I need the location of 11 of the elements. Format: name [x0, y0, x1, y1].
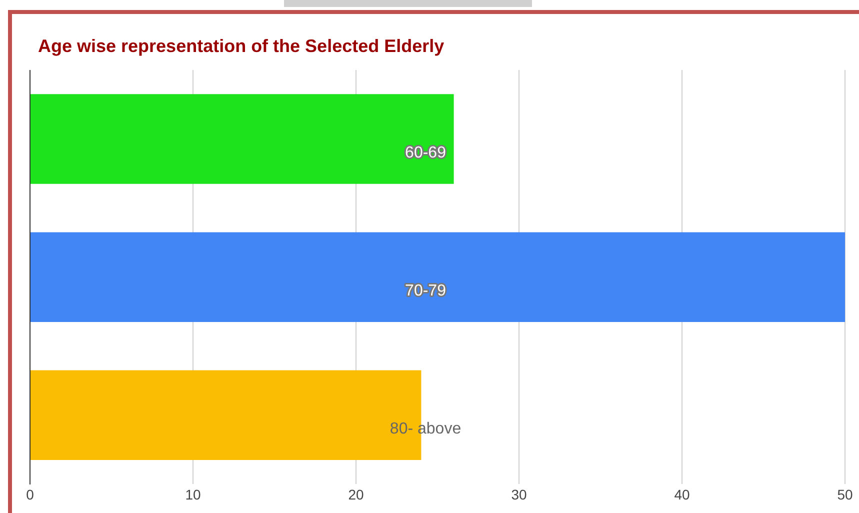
x-tick-label: 0 — [26, 486, 34, 502]
y-tick-label: 70-79 — [405, 282, 446, 300]
x-tick-label: 50 — [837, 486, 853, 502]
x-tick-label: 20 — [348, 486, 364, 502]
x-tick-label: 30 — [511, 486, 527, 502]
x-tick-label: 40 — [674, 486, 690, 502]
chart-title: Age wise representation of the Selected Elderly — [38, 36, 444, 57]
bar — [30, 94, 454, 184]
bar — [30, 232, 845, 322]
y-tick-label: 60-69 — [405, 144, 446, 162]
x-tick-label: 10 — [185, 486, 201, 502]
